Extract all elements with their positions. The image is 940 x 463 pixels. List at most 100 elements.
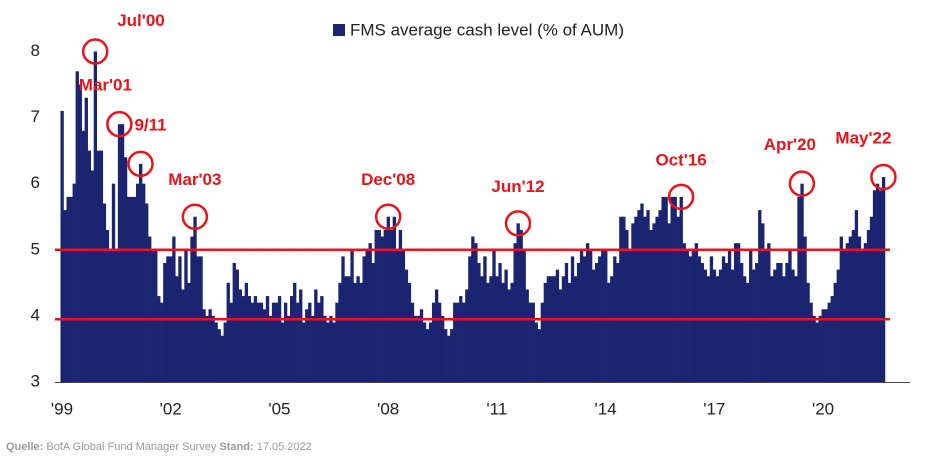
bar [211,315,215,382]
bar [401,249,406,382]
x-tick-label: '11 [486,399,507,418]
bar [302,322,306,382]
bar [151,249,155,382]
bar [437,302,442,382]
bar [537,329,541,382]
bar [658,210,662,382]
bar [592,269,596,382]
x-tick-label: '02 [160,399,182,418]
annotation-label: Mar'03 [168,170,221,189]
bar [395,249,400,382]
bar [392,216,397,382]
bar [441,315,445,382]
bar [444,329,448,382]
bar [214,322,218,382]
bar [836,269,840,382]
annotation-circle [374,203,402,230]
bar [419,309,424,382]
bar [812,315,816,382]
bar [510,282,514,382]
bar [628,249,632,382]
bar [818,315,822,382]
bar [96,150,101,382]
bar [123,157,128,382]
bar [280,322,285,382]
bar [664,196,668,382]
bar [425,329,430,382]
bar [389,229,393,382]
x-tick-label: '99 [51,399,73,418]
y-tick-label: 7 [31,107,40,126]
bar [528,302,532,382]
bar [154,249,158,382]
bar [465,289,469,382]
bar [60,110,64,382]
bar [761,223,765,382]
bar [749,249,753,382]
annotation-circle [81,38,109,65]
bar [788,249,792,382]
bar [715,276,720,382]
bar [755,263,759,382]
bar [504,269,508,382]
bar [522,249,526,382]
bar [344,276,348,382]
bar [262,309,267,382]
bar [588,249,593,382]
bar [365,249,369,382]
annotation-circle [667,183,695,211]
bar [63,210,67,382]
annotation-circle [788,170,816,197]
annotation-label: Mar'01 [79,76,132,95]
bar [655,216,659,382]
bar [175,276,179,382]
source: Quelle: BofA Global Fund Manager Survey … [6,441,312,453]
bar [477,263,481,382]
bar [160,302,164,382]
bar [356,276,360,382]
bar [274,302,279,382]
bar [643,216,647,382]
bar [495,276,499,382]
bar [595,263,599,382]
bar [184,249,188,382]
bar [776,263,780,382]
bar [815,322,819,382]
bar [712,269,717,382]
bar [320,296,324,382]
bar [238,289,242,382]
bar [311,315,315,382]
bar [232,263,236,382]
legend-swatch [333,24,345,36]
bar [447,335,451,382]
bar [142,183,146,382]
bar [531,302,535,382]
bar [649,229,653,382]
bar [317,302,321,382]
annotation-circle [870,163,897,191]
bar [259,302,264,382]
bar [193,216,197,382]
bar [694,243,699,382]
bar [833,282,837,382]
bar [767,243,771,382]
annotation-label: May'22 [835,129,891,148]
bar [519,229,523,382]
bar [305,309,309,382]
bar [377,229,381,382]
bar [434,289,439,382]
bar [779,263,783,382]
bar [646,210,650,382]
annotation-circle [106,110,133,138]
bar [604,249,608,382]
bar [81,130,85,382]
bar [329,315,333,382]
bar [558,289,563,382]
bar [809,302,813,382]
x-tick-label: '05 [268,399,290,418]
bar [827,302,831,382]
annotation-label: Jun'12 [491,177,544,196]
bar [244,282,249,382]
bar [75,71,79,383]
bar [374,229,378,382]
